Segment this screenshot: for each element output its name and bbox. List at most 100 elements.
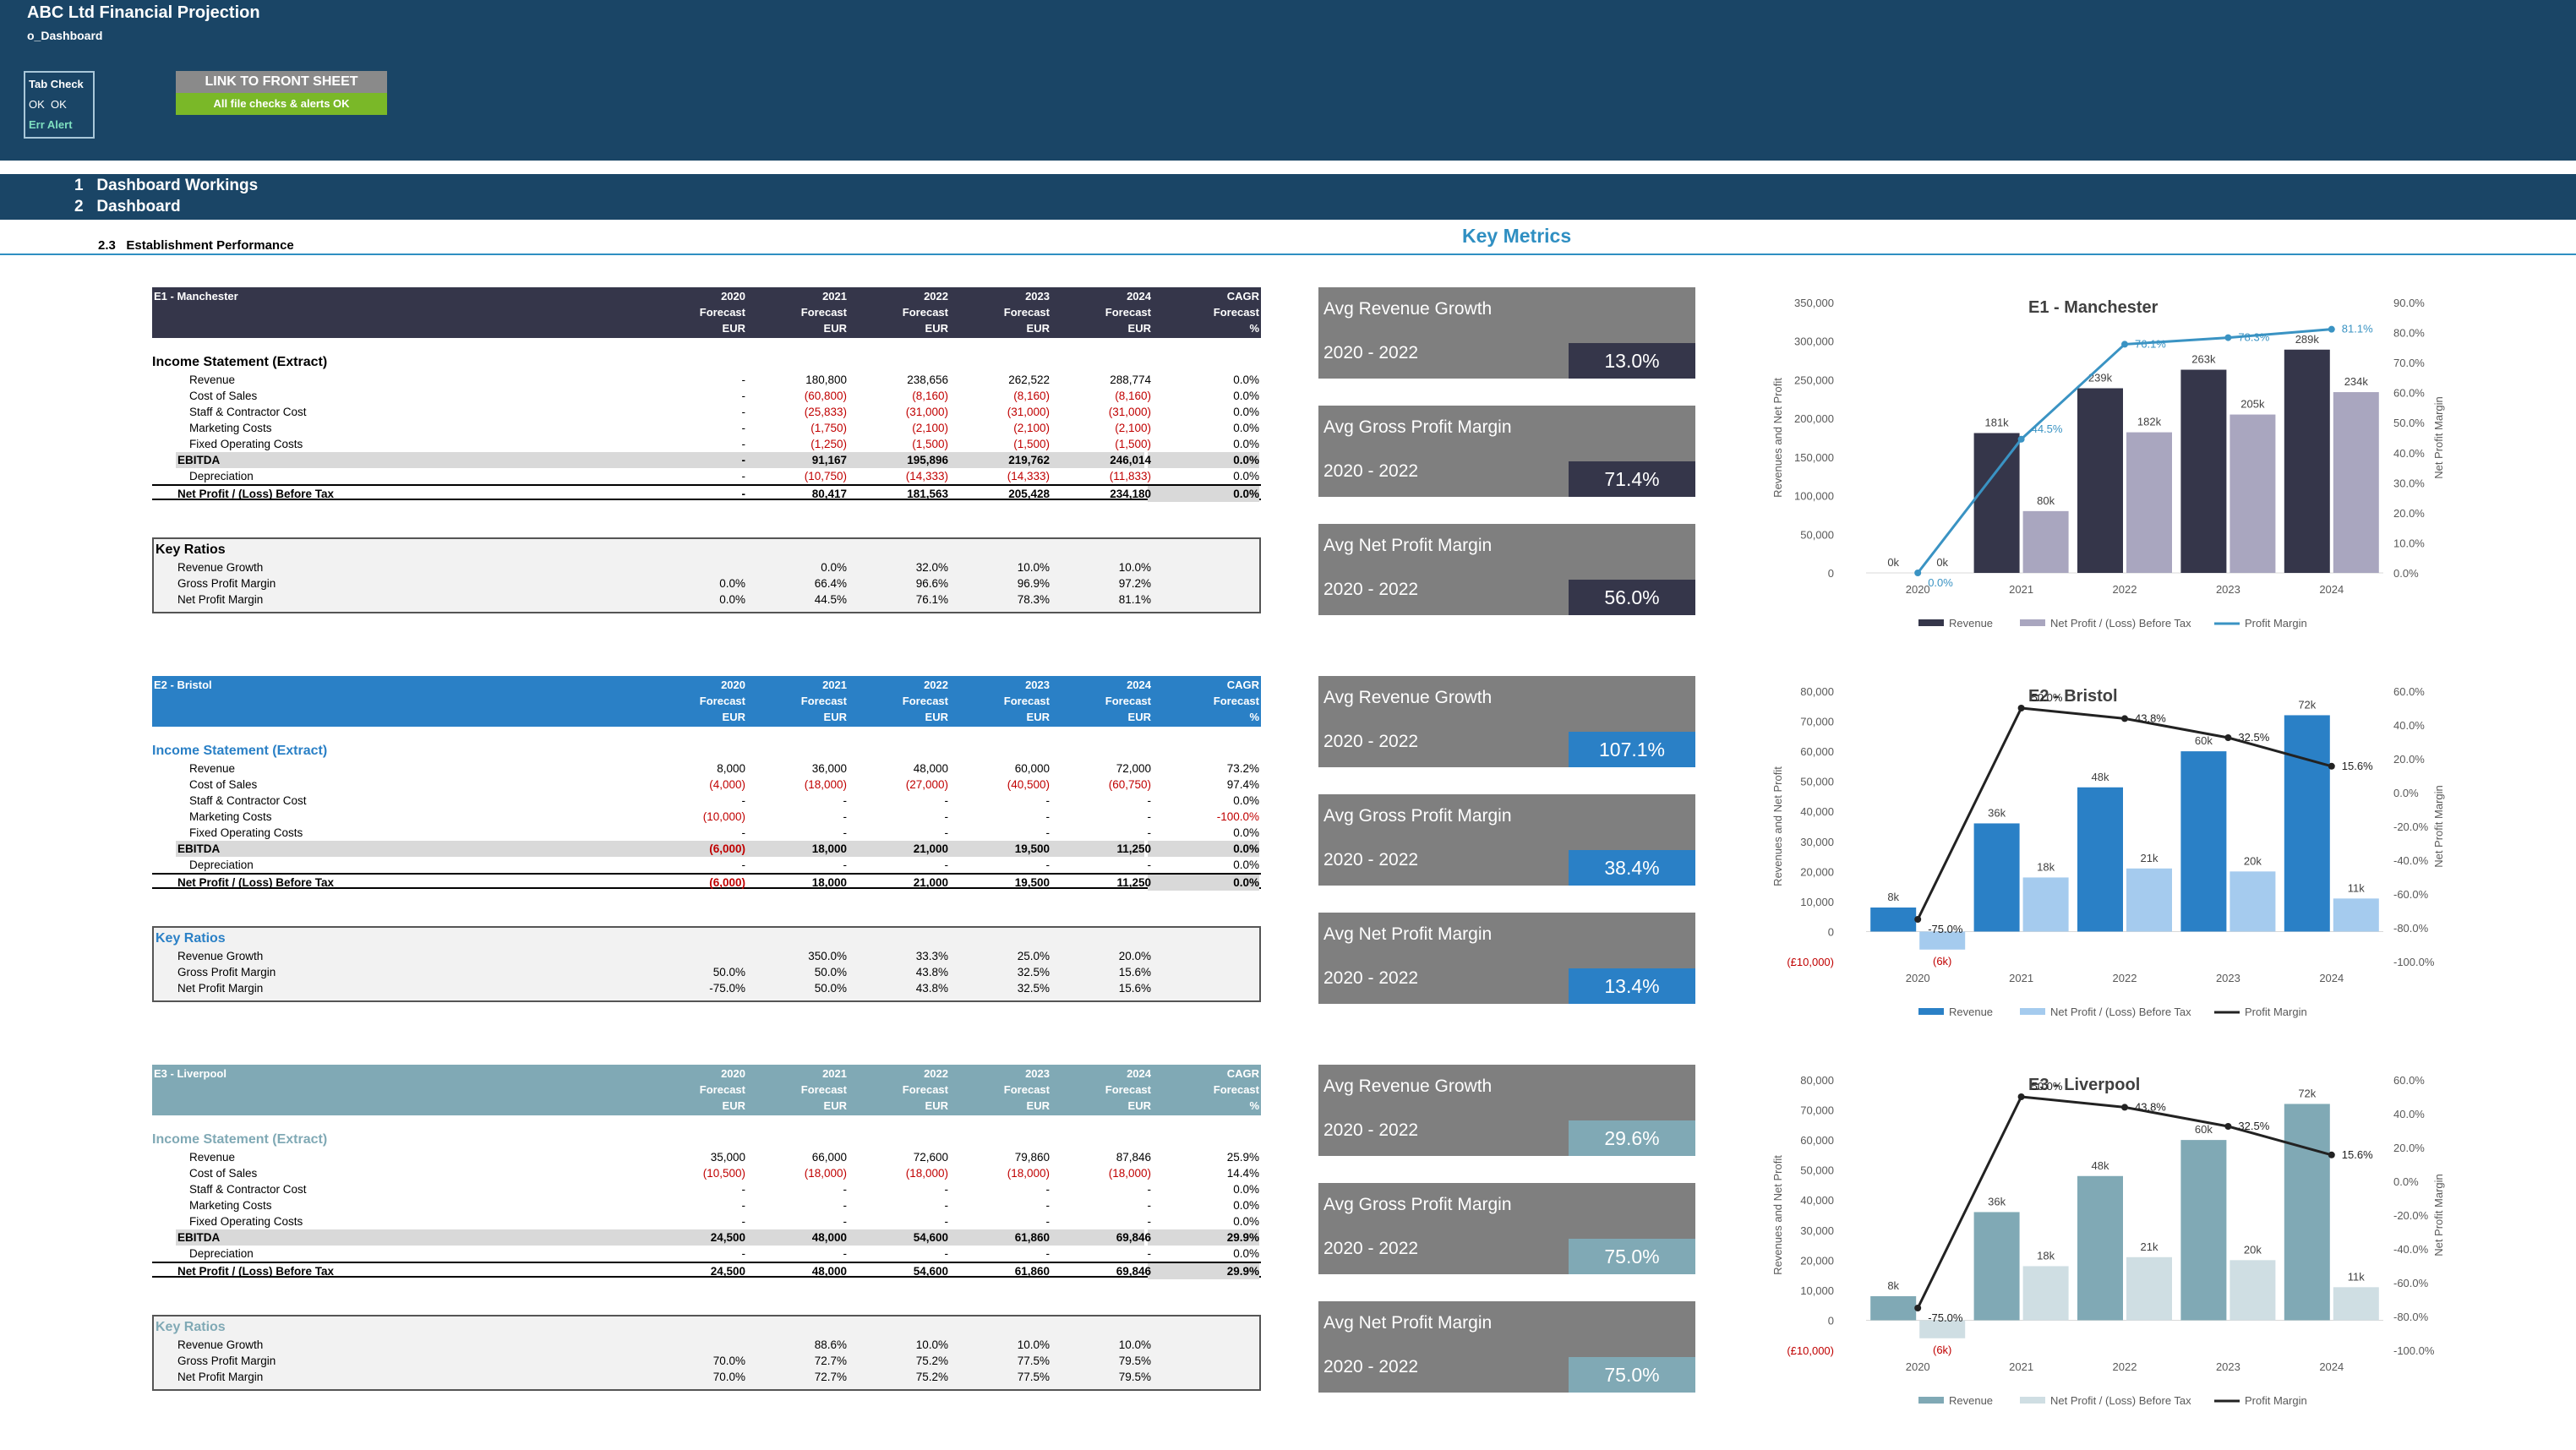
x-tick-label: 2021 [2009, 1360, 2033, 1373]
net-profit-data-label: 80k [2037, 494, 2055, 507]
row-label: EBITDA [177, 1231, 221, 1244]
cell-value: (14,333) [1007, 470, 1050, 482]
cell-value: - [843, 1183, 848, 1196]
year-column-header: 2023 Forecast EUR [1003, 1067, 1050, 1112]
row-label: EBITDA [177, 842, 221, 855]
chart-title: E3 - Liverpool [2028, 1076, 2140, 1094]
section-2[interactable]: 2 Dashboard [74, 198, 181, 215]
cell-value: - [1045, 1183, 1051, 1196]
metric-card: Avg Revenue Growth 2020 - 2022 107.1% [1318, 676, 1695, 767]
revenue-bar [1870, 1296, 1917, 1321]
year-column-header: 2024 Forecast EUR [1105, 290, 1151, 335]
revenue-data-label: 239k [2088, 371, 2113, 384]
cagr-value: 0.0% [1233, 488, 1259, 500]
table-row: Marketing Costs (10,000) - - - - -100.0% [152, 809, 1261, 825]
table-row: Net Profit / (Loss) Before Tax - 80,417 181… [152, 484, 1261, 502]
cell-value: (2,100) [912, 422, 948, 434]
cell-value: - [843, 1215, 848, 1228]
row-label: EBITDA [177, 454, 221, 466]
legend-profit-margin-label: Profit Margin [2245, 1394, 2307, 1407]
cell-value: - [741, 1247, 746, 1260]
y-tick-label: 70,000 [1800, 1104, 1834, 1117]
row-label: Fixed Operating Costs [189, 438, 303, 450]
row-label: Marketing Costs [189, 1199, 272, 1212]
section-1[interactable]: 1 Dashboard Workings [74, 177, 259, 194]
row-label: Net Profit / (Loss) Before Tax [177, 488, 335, 500]
profit-margin-data-label: 15.6% [2342, 1148, 2373, 1161]
ratio-value: 79.5% [1118, 1355, 1151, 1367]
cell-value: 180,800 [805, 373, 847, 386]
y2-tick-label: 20.0% [2393, 507, 2425, 520]
cell-value: (60,750) [1108, 778, 1151, 791]
link-to-front-sheet-button[interactable]: LINK TO FRONT SHEET [176, 71, 387, 93]
metric-period: 2020 - 2022 [1323, 1357, 1419, 1376]
cell-value: - [1147, 794, 1152, 807]
cagr-value: -100.0% [1216, 810, 1259, 823]
ratio-value: 76.1% [915, 593, 948, 606]
metric-period: 2020 - 2022 [1323, 580, 1419, 599]
cell-value: - [843, 1199, 848, 1212]
cell-value: (40,500) [1007, 778, 1050, 791]
revenue-data-label: 8k [1887, 891, 1899, 903]
metric-card: Avg Gross Profit Margin 2020 - 2022 71.4% [1318, 406, 1695, 497]
profit-margin-data-label: -75.0% [1928, 923, 1963, 935]
income-statement-table: E1 - Manchester 2020 Forecast EUR 2021 Foreca… [152, 287, 1261, 502]
y2-tick-label: -80.0% [2393, 922, 2429, 935]
metric-card: Avg Net Profit Margin 2020 - 2022 13.4% [1318, 913, 1695, 1004]
cell-value: (1,500) [1115, 438, 1151, 450]
ratio-value: 72.7% [814, 1355, 847, 1367]
profit-margin-data-label: 76.1% [2135, 337, 2166, 350]
metric-value: 75.0% [1569, 1239, 1695, 1274]
cell-value: - [944, 810, 949, 823]
y2-tick-label: 0.0% [2393, 787, 2419, 799]
cell-value: - [1045, 794, 1051, 807]
ratio-value: 75.2% [915, 1371, 948, 1383]
x-tick-label: 2023 [2216, 1360, 2240, 1373]
revenue-bar [1973, 1212, 2020, 1321]
net-profit-bar [2126, 1256, 2172, 1321]
cell-value: - [1045, 826, 1051, 839]
table-row: Net Profit / (Loss) Before Tax (6,000) 18,… [152, 873, 1261, 891]
cell-value: - [944, 794, 949, 807]
key-ratios-table: Key Ratios Revenue Growth 0.0% 32.0% 10.0% 10… [152, 537, 1261, 613]
net-profit-data-label: 18k [2037, 1249, 2055, 1262]
revenue-data-label: 0k [1887, 556, 1899, 569]
table-row: Cost of Sales - (60,800) (8,160) (8,160) (8,1… [152, 388, 1261, 404]
x-tick-label: 2023 [2216, 972, 2240, 984]
cell-value: 72,600 [913, 1151, 948, 1164]
net-profit-bar [1919, 931, 1966, 950]
ratio-value: 50.0% [814, 982, 847, 995]
y-tick-label: 0 [1828, 567, 1834, 580]
metric-label: Avg Revenue Growth [1323, 1077, 1493, 1096]
cell-value: 48,000 [913, 762, 948, 775]
net-profit-bar [2333, 392, 2379, 573]
cell-value: (25,833) [804, 406, 847, 418]
revenue-data-label: 8k [1887, 1279, 1899, 1292]
cell-value: 61,860 [1014, 1231, 1050, 1244]
ratio-value: 50.0% [712, 966, 745, 978]
establishment-name: E2 - Bristol [154, 679, 212, 691]
cell-value: (31,000) [905, 406, 948, 418]
cagr-value: 14.4% [1226, 1167, 1259, 1180]
cell-value: - [944, 1247, 949, 1260]
cagr-value: 97.4% [1226, 778, 1259, 791]
ratio-label: Revenue Growth [177, 561, 264, 574]
y2-axis-title: Net Profit Margin [2432, 396, 2445, 479]
cell-value: - [1147, 1247, 1152, 1260]
legend-profit-margin-label: Profit Margin [2245, 1006, 2307, 1018]
y2-tick-label: 60.0% [2393, 685, 2425, 698]
ratio-value: 88.6% [814, 1338, 847, 1351]
ratio-value: 10.0% [1017, 561, 1050, 574]
table-header: E3 - Liverpool 2020 Forecast EUR 2021 Forecas… [152, 1065, 1261, 1115]
y2-tick-label: -80.0% [2393, 1311, 2429, 1323]
cell-value: 80,417 [811, 488, 847, 500]
y2-axis-title: Net Profit Margin [2432, 1174, 2445, 1256]
ratio-value: 20.0% [1118, 950, 1151, 962]
ratio-value: 97.2% [1118, 577, 1151, 590]
cell-value: - [944, 826, 949, 839]
cagr-value: 0.0% [1233, 438, 1259, 450]
table-row: Staff & Contractor Cost - (25,833) (31,000)… [152, 404, 1261, 420]
y-axis-title: Revenues and Net Profit [1771, 378, 1784, 498]
x-tick-label: 2024 [2319, 583, 2344, 596]
ratio-value: 33.3% [915, 950, 948, 962]
